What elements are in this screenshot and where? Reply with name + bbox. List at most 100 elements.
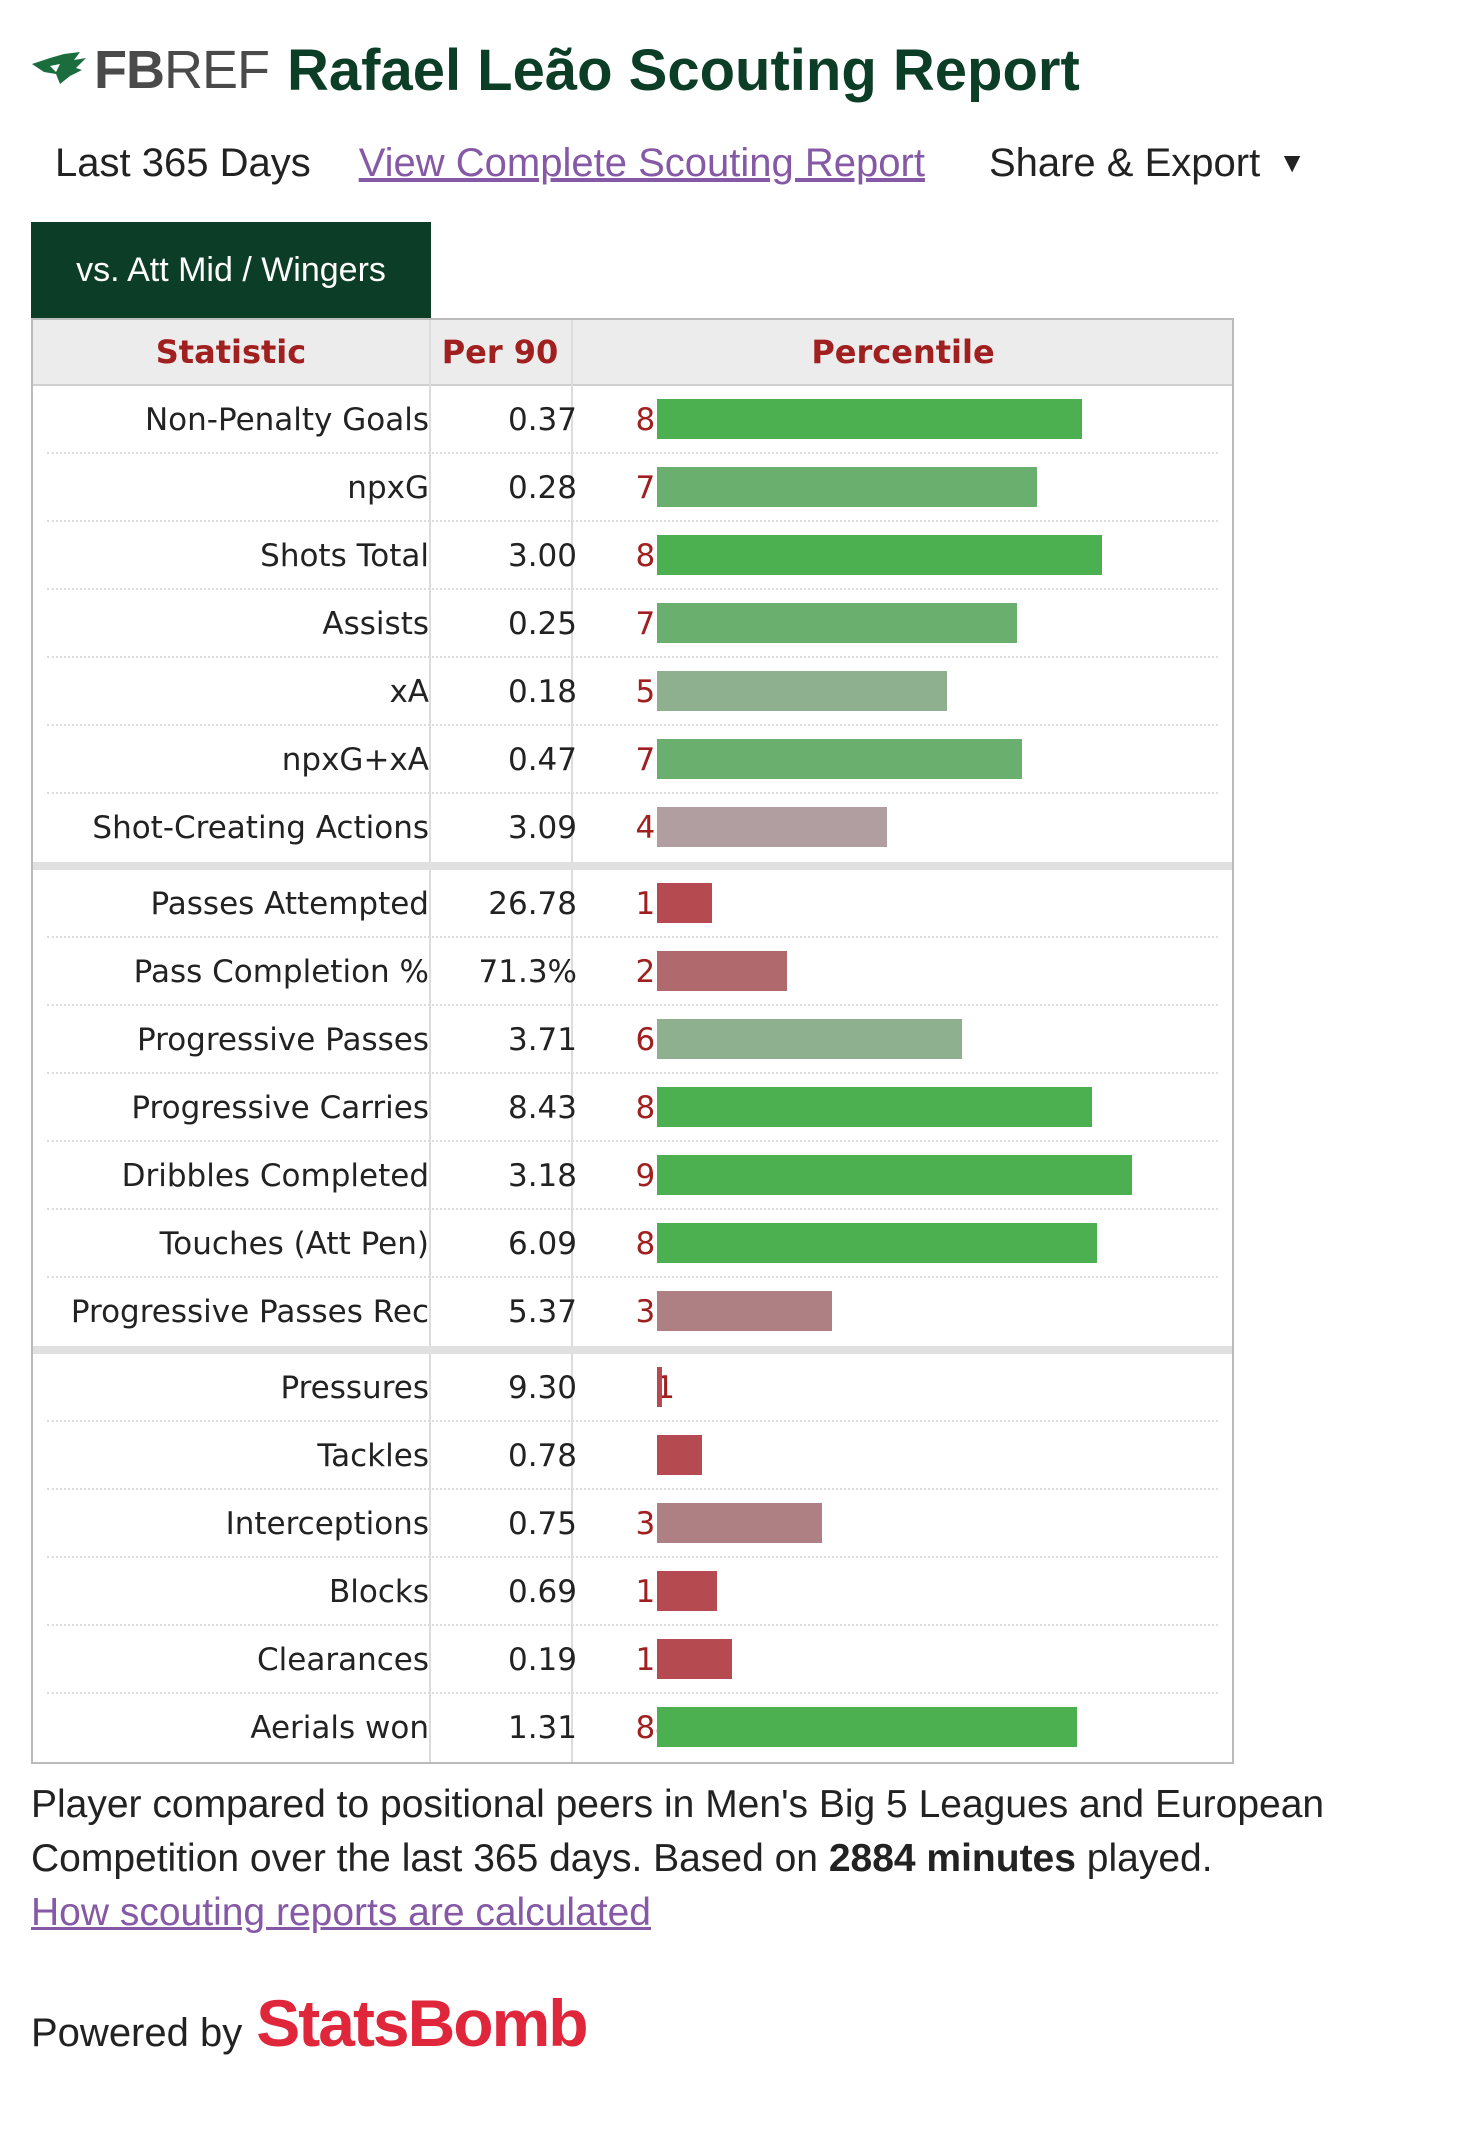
stat-name: Aerials won <box>250 1710 429 1746</box>
table-row: Pressures 9.30 1 <box>33 1354 1232 1422</box>
per90-value: 1.31 <box>507 1710 577 1746</box>
tab-label: vs. Att Mid / Wingers <box>76 250 386 289</box>
column-divider <box>429 320 431 1762</box>
percentile-bar <box>657 1223 1097 1263</box>
fbref-bird-icon <box>32 52 86 84</box>
percentile-value: 1 <box>655 1370 675 1406</box>
table-row: npxG 0.28 76 <box>33 454 1232 522</box>
table-row: Touches (Att Pen) 6.09 88 <box>33 1210 1232 1278</box>
table-row: Progressive Passes Rec 5.37 35 <box>33 1278 1232 1346</box>
stat-name: Blocks <box>329 1574 429 1610</box>
per90-value: 26.78 <box>488 886 577 922</box>
header-per90[interactable]: Per 90 <box>441 333 559 371</box>
percentile-bar <box>657 951 787 991</box>
table-row: Dribbles Completed 3.18 95 <box>33 1142 1232 1210</box>
group-separator <box>33 1346 1232 1354</box>
table-header: Statistic Per 90 Percentile <box>33 320 1232 386</box>
percentile-bar <box>657 1291 832 1331</box>
dropdown-caret-icon: ▼ <box>1278 147 1306 178</box>
page-title: Rafael Leão Scouting Report <box>286 37 1080 103</box>
percentile-bar <box>657 399 1082 439</box>
table-row: Pass Completion % 71.3% 26 <box>33 938 1232 1006</box>
percentile-bar <box>657 603 1017 643</box>
per90-value: 0.47 <box>507 742 577 778</box>
stat-name: Non-Penalty Goals <box>144 402 429 438</box>
per90-value: 3.00 <box>507 538 577 574</box>
per90-value: 0.19 <box>507 1642 577 1678</box>
period-label: Last 365 Days <box>55 140 311 185</box>
percentile-bar <box>657 1367 662 1407</box>
stat-name: Progressive Passes <box>136 1022 429 1058</box>
page-header: FB REF Rafael Leão Scouting Report <box>30 30 1080 110</box>
percentile-bar <box>657 1087 1092 1127</box>
footnote: Player compared to positional peers in M… <box>31 1778 1431 1940</box>
footnote-suffix: played. <box>1075 1837 1213 1880</box>
group-separator <box>33 862 1232 870</box>
column-divider <box>571 320 573 1762</box>
per90-value: 0.18 <box>507 674 577 710</box>
per90-value: 9.30 <box>507 1370 577 1406</box>
percentile-bar <box>657 671 947 711</box>
percentile-bar <box>657 1155 1132 1195</box>
table-row: Shot-Creating Actions 3.09 46 <box>33 794 1232 862</box>
stat-name: Shots Total <box>260 538 429 574</box>
percentile-bar <box>657 1571 717 1611</box>
per90-value: 3.18 <box>507 1158 577 1194</box>
stat-name: xA <box>389 674 429 710</box>
table-row: Clearances 0.19 15 <box>33 1626 1232 1694</box>
share-export-label: Share & Export <box>988 140 1261 185</box>
per90-value: 3.09 <box>507 810 577 846</box>
table-row: Non-Penalty Goals 0.37 85 <box>33 386 1232 454</box>
percentile-bar <box>657 1019 962 1059</box>
percentile-bar <box>657 1639 732 1679</box>
table-row: xA 0.18 58 <box>33 658 1232 726</box>
stat-name: Tackles <box>317 1438 429 1474</box>
table-row: Blocks 0.69 12 <box>33 1558 1232 1626</box>
powered-by-label: Powered by <box>31 2011 243 2055</box>
table-row: Interceptions 0.75 33 <box>33 1490 1232 1558</box>
footnote-prefix: Competition over the last 365 days. Base… <box>31 1837 829 1880</box>
table-row: Passes Attempted 26.78 11 <box>33 870 1232 938</box>
stat-name: npxG <box>347 470 429 506</box>
sub-navigation: Last 365 Days View Complete Scouting Rep… <box>30 135 1306 191</box>
fbref-logo[interactable]: FB REF <box>30 39 270 101</box>
how-calculated-link[interactable]: How scouting reports are calculated <box>31 1891 651 1934</box>
stat-name: Clearances <box>257 1642 429 1678</box>
per90-value: 3.71 <box>507 1022 577 1058</box>
table-row: npxG+xA 0.47 73 <box>33 726 1232 794</box>
per90-value: 0.78 <box>507 1438 577 1474</box>
percentile-bar <box>657 1503 822 1543</box>
share-export-menu[interactable]: Share & Export ▼ <box>989 141 1306 186</box>
stat-name: Interceptions <box>225 1506 429 1542</box>
header-statistic[interactable]: Statistic <box>155 333 307 371</box>
per90-value: 8.43 <box>507 1090 577 1126</box>
statsbomb-logo[interactable]: StatsBomb <box>256 1986 588 2060</box>
footnote-line-1: Player compared to positional peers in M… <box>31 1783 1325 1826</box>
stat-name: Assists <box>322 606 429 642</box>
stat-name: Pressures <box>280 1370 429 1406</box>
stat-name: Progressive Carries <box>131 1090 429 1126</box>
percentile-bar <box>657 739 1022 779</box>
logo-text-ref: REF <box>163 40 270 100</box>
percentile-bar <box>657 1707 1077 1747</box>
stat-name: Pass Completion % <box>133 954 429 990</box>
per90-value: 0.28 <box>507 470 577 506</box>
per90-value: 71.3% <box>478 954 577 990</box>
stat-name: Dribbles Completed <box>121 1158 429 1194</box>
stat-name: Progressive Passes Rec <box>70 1294 429 1330</box>
powered-by: Powered by StatsBomb <box>31 1985 589 2061</box>
tab-att-mid-wingers[interactable]: vs. Att Mid / Wingers <box>31 222 431 318</box>
complete-report-link[interactable]: View Complete Scouting Report <box>358 140 925 185</box>
stat-name: Shot-Creating Actions <box>92 810 429 846</box>
per90-value: 0.75 <box>507 1506 577 1542</box>
header-percentile[interactable]: Percentile <box>811 333 995 371</box>
stat-name: Touches (Att Pen) <box>159 1226 429 1262</box>
per90-value: 0.25 <box>507 606 577 642</box>
per90-value: 5.37 <box>507 1294 577 1330</box>
percentile-bar <box>657 1435 702 1475</box>
scouting-table: Statistic Per 90 Percentile Non-Penalty … <box>31 318 1234 1764</box>
percentile-bar <box>657 467 1037 507</box>
table-row: Progressive Passes 3.71 61 <box>33 1006 1232 1074</box>
percentile-bar <box>657 535 1102 575</box>
